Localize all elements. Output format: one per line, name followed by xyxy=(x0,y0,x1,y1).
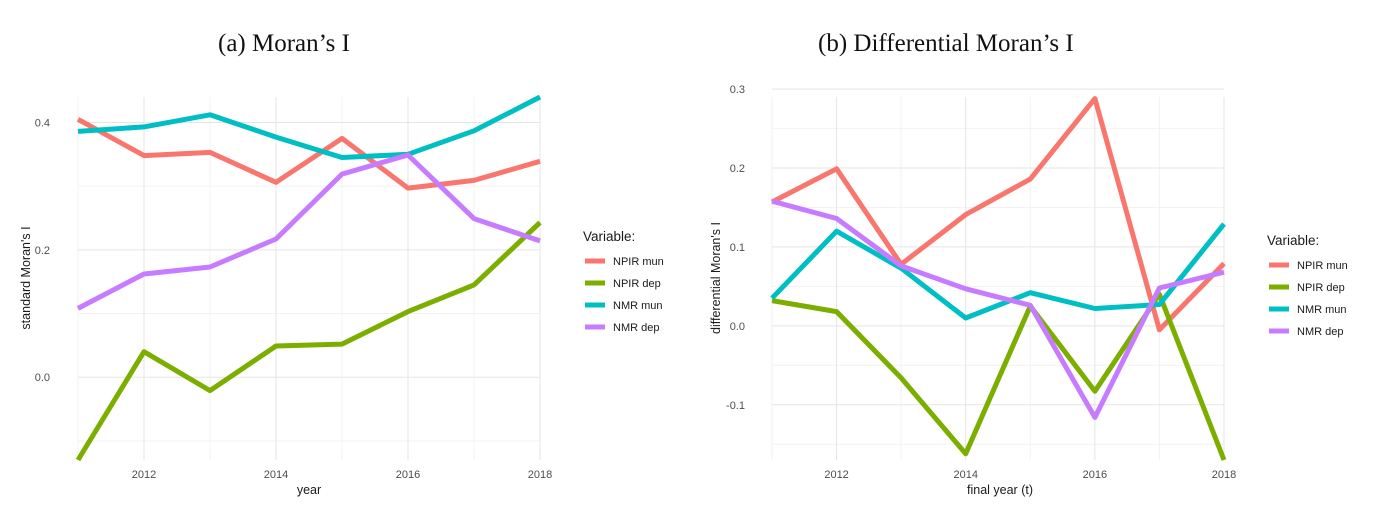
x-tick-label: 2018 xyxy=(1212,469,1236,481)
legend-label: NMR mun xyxy=(613,300,663,312)
legend-label: NMR mun xyxy=(1297,304,1347,316)
y-tick-label: 0.2 xyxy=(35,245,50,257)
legend-label: NPIR dep xyxy=(613,278,661,290)
y-tick-label: 0.0 xyxy=(35,372,50,384)
chart-panel-a: 2012 2014 2016 2018 0.0 0.2 0.4 year standard Mo… xyxy=(19,94,664,497)
y-tick-label: 0.3 xyxy=(730,84,745,96)
legend: Variable: NPIR mun NPIR dep NMR mun NMR dep xyxy=(1267,233,1348,338)
panel-a-title: (a) Moran’s I xyxy=(218,30,350,57)
legend-label: NMR dep xyxy=(1297,326,1343,338)
y-tick-label: -0.1 xyxy=(726,400,745,412)
x-tick-label: 2012 xyxy=(132,469,156,481)
series-line-nmr-mun xyxy=(770,222,1226,321)
x-tick-label: 2016 xyxy=(396,469,420,481)
x-tick-label: 2012 xyxy=(824,469,848,481)
panel-b-title: (b) Differential Moran’s I xyxy=(818,30,1074,57)
x-tick-label: 2014 xyxy=(953,469,977,481)
x-tick-label: 2016 xyxy=(1083,469,1107,481)
legend: Variable: NPIR mun NPIR dep NMR mun NMR dep xyxy=(583,229,664,334)
y-tick-label: 0.1 xyxy=(730,242,745,254)
legend-title: Variable: xyxy=(1267,233,1319,248)
series-line-npir-mun xyxy=(76,117,541,191)
y-tick-label: 0.2 xyxy=(730,163,745,175)
series-line-npir-dep xyxy=(75,220,542,462)
legend-label: NPIR mun xyxy=(613,256,664,268)
legend-label: NPIR dep xyxy=(1297,282,1345,294)
legend-label: NPIR mun xyxy=(1297,260,1348,272)
x-axis-label: year xyxy=(297,483,321,497)
series-line-nmr-dep xyxy=(76,152,541,311)
x-tick-label: 2014 xyxy=(264,469,288,481)
y-tick-label: 0.0 xyxy=(730,321,745,333)
series-line-npir-mun xyxy=(770,96,1226,333)
x-axis-label: final year (t) xyxy=(967,483,1033,497)
legend-label: NMR dep xyxy=(613,322,659,334)
chart-panel-b: 2012 2014 2016 2018 -0.1 0.0 0.1 0.2 0.3 final ye… xyxy=(709,84,1348,497)
y-axis-label: differential Moran's I xyxy=(709,222,723,334)
y-axis-label: standard Moran's I xyxy=(19,226,33,329)
legend-title: Variable: xyxy=(583,229,635,244)
y-tick-label: 0.4 xyxy=(35,117,50,129)
x-tick-label: 2018 xyxy=(528,469,552,481)
series-line-nmr-mun xyxy=(77,94,542,160)
series-line-nmr-dep xyxy=(771,198,1225,420)
